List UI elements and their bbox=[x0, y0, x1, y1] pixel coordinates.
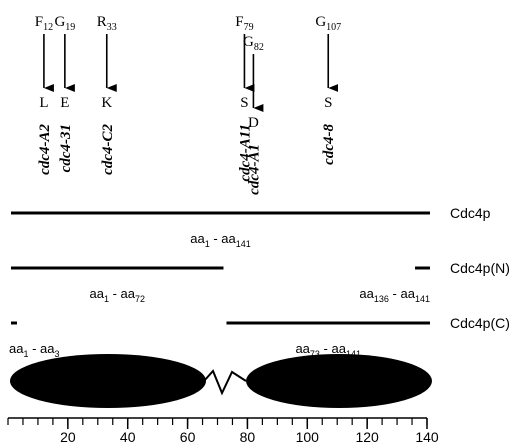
separator: - bbox=[389, 286, 401, 301]
mutation-label: G19 bbox=[54, 14, 75, 33]
residue: G bbox=[315, 14, 326, 30]
separator: - bbox=[210, 231, 222, 246]
substitution: S bbox=[324, 95, 332, 111]
range-label: aa73 - aa141 bbox=[295, 341, 361, 359]
residue-number: 33 bbox=[107, 22, 117, 33]
range-label: aa1 - aa3 bbox=[9, 341, 60, 359]
prefix: aa bbox=[89, 286, 104, 301]
allele: cdc4-31 bbox=[58, 124, 74, 172]
range-end: 141 bbox=[415, 294, 430, 304]
tick-label: 80 bbox=[240, 429, 256, 445]
prefix: aa bbox=[332, 341, 347, 356]
domain-shape bbox=[10, 354, 432, 408]
tick-label: 140 bbox=[415, 429, 439, 445]
separator: - bbox=[28, 341, 40, 356]
range-end: 141 bbox=[236, 239, 251, 249]
prefix: aa bbox=[190, 231, 205, 246]
residue-number: 12 bbox=[43, 22, 53, 33]
separator: - bbox=[109, 286, 121, 301]
mutation-label: G107 bbox=[315, 14, 341, 33]
prefix: aa bbox=[221, 231, 236, 246]
prefix: aa bbox=[40, 341, 55, 356]
substitution: S bbox=[240, 95, 248, 111]
residue: G bbox=[54, 14, 65, 30]
range-start: 136 bbox=[374, 294, 389, 304]
prefix: aa bbox=[295, 341, 310, 356]
range-label: aa1 - aa72 bbox=[89, 286, 145, 304]
allele: cdc4-A11 bbox=[237, 124, 253, 182]
construct-name: Cdc4p(C) bbox=[450, 315, 510, 331]
prefix: aa bbox=[121, 286, 136, 301]
range-start: 1 bbox=[104, 294, 109, 304]
range-end: 141 bbox=[346, 349, 361, 359]
residue-number: 82 bbox=[254, 42, 264, 53]
tick-label: 100 bbox=[296, 429, 320, 445]
substitution: K bbox=[101, 95, 112, 111]
allele: cdc4-C2 bbox=[100, 124, 116, 175]
range-end: 3 bbox=[55, 349, 60, 359]
mutation-label: F12 bbox=[35, 14, 53, 33]
substitution: D bbox=[248, 115, 259, 131]
range-label: aa1 - aa141 bbox=[190, 231, 251, 249]
mutation-label: F79 bbox=[235, 14, 253, 33]
substitution: E bbox=[60, 95, 69, 111]
tick-label: 20 bbox=[60, 429, 76, 445]
separator: - bbox=[320, 341, 332, 356]
residue-number: 19 bbox=[65, 22, 75, 33]
residue-number: 79 bbox=[244, 22, 254, 33]
residue-number: 107 bbox=[326, 22, 341, 33]
allele: cdc4-8 bbox=[321, 124, 337, 165]
allele: cdc4-A1 bbox=[246, 144, 262, 195]
allele: cdc4-A2 bbox=[37, 124, 53, 175]
tick-label: 60 bbox=[180, 429, 196, 445]
range-label: aa136 - aa141 bbox=[359, 286, 430, 304]
tick-label: 120 bbox=[355, 429, 379, 445]
range-start: 1 bbox=[205, 239, 210, 249]
mutation-label: G82 bbox=[243, 34, 264, 53]
construct-name: Cdc4p bbox=[450, 205, 491, 221]
residue: F bbox=[35, 14, 43, 30]
residue: G bbox=[243, 34, 254, 50]
tick-label: 40 bbox=[120, 429, 136, 445]
mutation-label: R33 bbox=[97, 14, 117, 33]
prefix: aa bbox=[359, 286, 374, 301]
range-end: 72 bbox=[135, 294, 145, 304]
prefix: aa bbox=[9, 341, 24, 356]
prefix: aa bbox=[400, 286, 415, 301]
range-start: 1 bbox=[23, 349, 28, 359]
construct-name: Cdc4p(N) bbox=[450, 260, 510, 276]
range-start: 73 bbox=[310, 349, 320, 359]
residue: F bbox=[235, 14, 243, 30]
substitution: L bbox=[39, 95, 48, 111]
residue: R bbox=[97, 14, 107, 30]
